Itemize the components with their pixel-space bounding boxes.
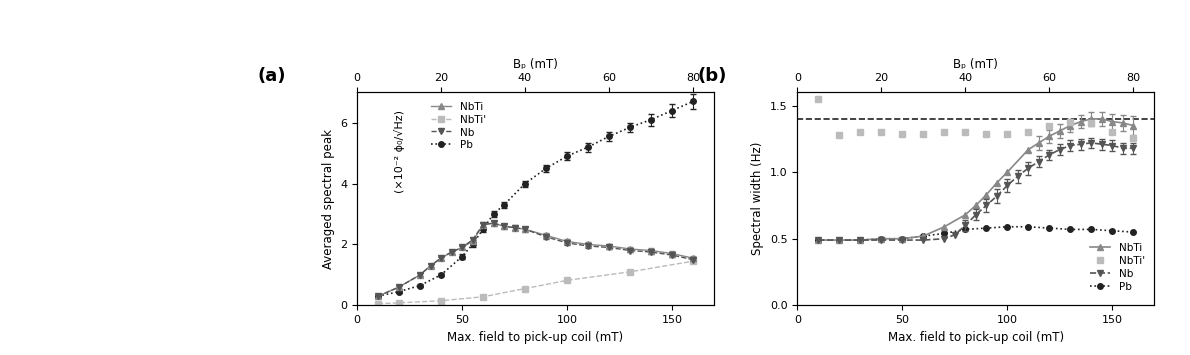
X-axis label: Max. field to pick-up coil (mT): Max. field to pick-up coil (mT) — [888, 331, 1064, 344]
Y-axis label: Averaged spectral peak: Averaged spectral peak — [321, 129, 334, 269]
Text: (a): (a) — [257, 67, 286, 85]
Legend: NbTi, NbTi', Nb, Pb: NbTi, NbTi', Nb, Pb — [426, 98, 490, 154]
Y-axis label: Spectral width (Hz): Spectral width (Hz) — [751, 142, 764, 256]
X-axis label: Bₚ (mT): Bₚ (mT) — [513, 59, 558, 71]
Text: (×10⁻² ϕ₀/√Hz): (×10⁻² ϕ₀/√Hz) — [394, 110, 406, 193]
Text: (b): (b) — [697, 67, 727, 85]
X-axis label: Bₚ (mT): Bₚ (mT) — [953, 59, 998, 71]
Legend: NbTi, NbTi', Nb, Pb: NbTi, NbTi', Nb, Pb — [1085, 239, 1150, 296]
X-axis label: Max. field to pick-up coil (mT): Max. field to pick-up coil (mT) — [447, 331, 624, 344]
